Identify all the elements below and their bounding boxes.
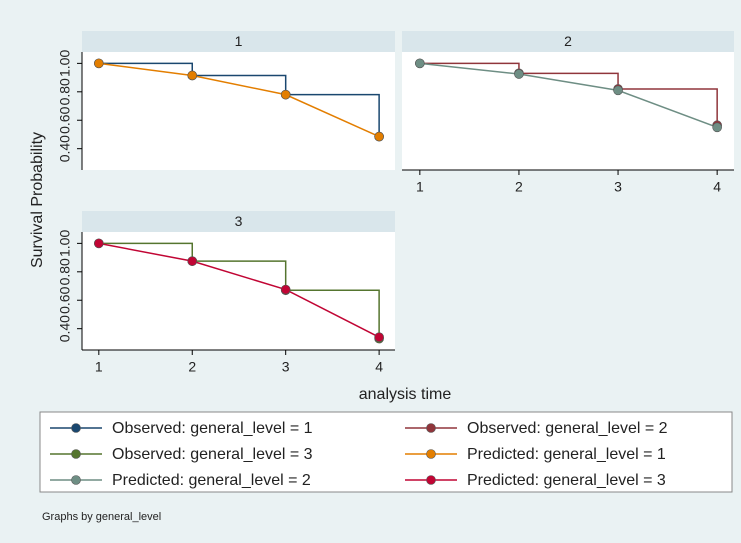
y-tick-label: 1.00 — [57, 50, 73, 77]
series-line — [419, 62, 718, 129]
legend-marker — [71, 423, 81, 433]
series-line — [98, 242, 380, 338]
legend-label: Predicted: general_level = 3 — [467, 472, 666, 489]
marker — [415, 58, 425, 69]
series-line — [98, 62, 380, 138]
legend-marker — [426, 475, 436, 485]
x-tick-label: 2 — [188, 359, 196, 375]
legend-marker — [71, 449, 81, 459]
marker — [187, 256, 198, 266]
y-tick-label: 0.60 — [57, 286, 73, 313]
legend-label: Observed: general_level = 2 — [467, 420, 668, 437]
panel-strip — [82, 211, 395, 232]
y-tick-label: 0.40 — [57, 315, 73, 342]
plot-area — [402, 52, 734, 170]
y-tick-label: 0.80 — [57, 78, 73, 105]
marker — [712, 122, 722, 133]
legend-label: Predicted: general_level = 2 — [112, 472, 311, 489]
panel-title: 2 — [564, 33, 572, 49]
marker — [94, 58, 104, 69]
marker — [280, 284, 291, 295]
x-tick-label: 4 — [375, 359, 383, 375]
y-tick-label: 0.80 — [57, 258, 73, 285]
x-tick-label: 3 — [282, 359, 290, 375]
x-axis-label: analysis time — [359, 386, 452, 403]
legend-marker — [426, 423, 436, 433]
y-axis-label: Survival Probability — [29, 132, 46, 268]
legend-label: Observed: general_level = 1 — [112, 420, 313, 437]
marker — [94, 238, 104, 249]
x-tick-label: 3 — [614, 179, 622, 195]
marker — [514, 69, 524, 79]
panel-title: 1 — [235, 33, 243, 49]
y-tick-label: 0.60 — [57, 106, 73, 133]
x-tick-label: 1 — [416, 179, 424, 195]
marker — [374, 332, 384, 343]
legend-label: Predicted: general_level = 1 — [467, 446, 666, 463]
plot-area — [82, 52, 395, 170]
marker — [187, 70, 198, 81]
panel-strip — [82, 31, 395, 52]
series-line — [419, 62, 718, 126]
y-tick-label: 0.40 — [57, 135, 73, 162]
marker — [613, 85, 623, 96]
y-tick-label: 1.00 — [57, 230, 73, 257]
legend-marker — [426, 449, 436, 459]
note: Graphs by general_level — [42, 511, 161, 523]
series-line — [98, 62, 380, 137]
panel-title: 3 — [235, 213, 243, 229]
x-tick-label: 2 — [515, 179, 523, 195]
x-tick-label: 1 — [95, 359, 103, 375]
legend-marker — [71, 475, 81, 485]
marker — [374, 131, 384, 142]
legend — [39, 411, 733, 493]
series-line — [98, 242, 380, 339]
x-tick-label: 4 — [713, 179, 721, 195]
marker — [280, 89, 291, 100]
panel-strip — [402, 31, 734, 52]
legend-label: Observed: general_level = 3 — [112, 446, 313, 463]
